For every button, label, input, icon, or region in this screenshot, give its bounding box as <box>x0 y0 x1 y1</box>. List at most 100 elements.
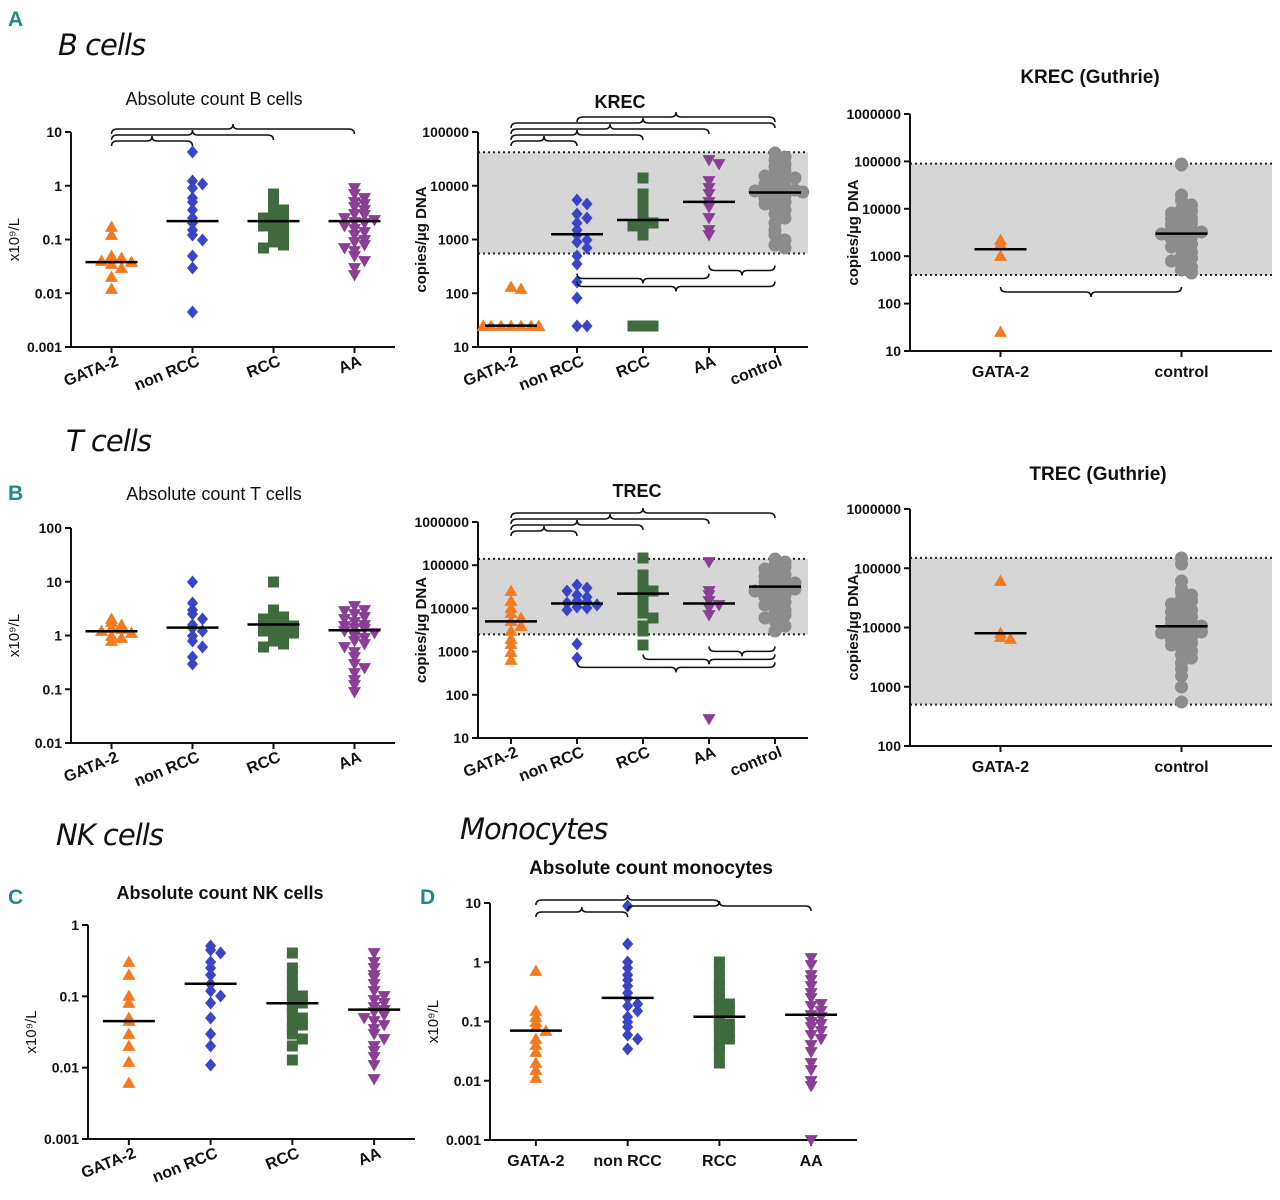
data-point <box>268 622 279 634</box>
data-point <box>122 1076 136 1088</box>
data-point <box>702 155 716 167</box>
data-point <box>1175 263 1188 277</box>
data-point <box>358 210 371 222</box>
data-point <box>581 211 593 225</box>
data-point <box>723 1018 735 1030</box>
data-point <box>768 578 782 592</box>
data-point <box>723 1005 735 1017</box>
significance-bracket <box>999 287 1183 298</box>
data-point <box>622 979 634 993</box>
y-tick-label: 10000 <box>430 178 469 194</box>
data-point <box>994 237 1007 249</box>
data-point <box>338 243 351 255</box>
data-point <box>196 233 209 247</box>
data-point <box>713 1021 725 1033</box>
y-tick-label: 10 <box>46 574 62 590</box>
data-point <box>514 619 528 631</box>
data-point <box>702 189 716 201</box>
data-point <box>348 251 361 263</box>
data-point <box>814 1034 828 1046</box>
chart-title: TREC (Guthrie) <box>1029 464 1166 485</box>
y-tick-label: 10 <box>453 730 469 746</box>
data-point <box>1195 625 1208 639</box>
data-point <box>122 955 136 967</box>
chart-krec: KREC 100000 10000 1000 100 10 copies/µg DNA GAT… <box>413 92 810 394</box>
data-point <box>258 220 269 232</box>
data-point <box>758 598 772 612</box>
data-point <box>186 305 199 319</box>
data-point <box>367 1074 381 1086</box>
x-tick-label: non RCC <box>132 353 202 395</box>
data-point <box>286 1040 298 1052</box>
data-point <box>637 552 649 564</box>
data-point <box>1185 651 1198 665</box>
data-point <box>804 975 818 987</box>
data-point <box>1175 669 1188 683</box>
data-point <box>571 207 583 221</box>
y-tick-label: 0.1 <box>43 681 63 697</box>
data-point <box>796 185 810 199</box>
data-point <box>105 220 118 232</box>
y-axis-label: x10⁹/L <box>6 218 23 261</box>
data-point <box>278 617 289 629</box>
data-point <box>348 659 361 671</box>
significance-bracket <box>110 123 356 135</box>
data-point <box>338 606 351 618</box>
data-point <box>358 639 371 651</box>
data-point <box>196 177 209 191</box>
data-point <box>377 1010 391 1022</box>
chart-t_abs: Absolute count T cells 100 10 1 0.1 0.01 x10⁹/… <box>6 484 395 790</box>
data-point <box>1165 240 1178 254</box>
y-tick-label: 100 <box>446 285 470 301</box>
data-point <box>367 1052 381 1064</box>
x-tick-label: GATA-2 <box>972 759 1029 776</box>
y-tick-label: 1000000 <box>846 106 901 122</box>
data-point <box>1155 626 1168 640</box>
data-point <box>286 1054 298 1066</box>
y-tick-label: 1 <box>71 917 79 933</box>
significance-bracket <box>708 265 776 276</box>
data-point <box>367 973 381 985</box>
data-point <box>702 230 716 242</box>
significance-bracket <box>510 129 644 141</box>
y-tick-label: 100000 <box>422 557 469 573</box>
data-point <box>186 261 199 275</box>
data-point <box>367 1046 381 1058</box>
data-point <box>778 211 792 225</box>
section-title-t-cells: T cells <box>66 424 152 458</box>
data-point <box>278 632 289 644</box>
x-tick-label: GATA-2 <box>972 364 1029 381</box>
data-point <box>637 576 649 588</box>
y-tick-label: 100000 <box>854 153 901 169</box>
data-point <box>268 229 279 241</box>
x-tick-label: non RCC <box>150 1145 220 1187</box>
data-point <box>529 1004 543 1016</box>
data-point <box>1165 638 1178 652</box>
data-point <box>647 320 659 332</box>
data-point <box>1175 695 1188 709</box>
data-point <box>591 598 603 612</box>
data-point <box>814 1006 828 1018</box>
data-point <box>196 612 209 626</box>
data-point <box>758 581 772 595</box>
y-tick-label: 1 <box>54 628 62 644</box>
data-point <box>205 968 217 982</box>
x-tick-label: control <box>728 744 785 780</box>
data-point <box>358 612 371 624</box>
data-point <box>286 994 298 1006</box>
data-point <box>122 1039 136 1051</box>
y-tick-label: 1 <box>54 178 62 194</box>
significance-bracket <box>510 135 578 147</box>
y-tick-label: 0.01 <box>35 735 62 751</box>
x-tick-label: control <box>1154 759 1208 776</box>
data-point <box>105 270 118 282</box>
y-tick-label: 10 <box>885 343 901 359</box>
data-point <box>215 946 227 960</box>
data-point <box>186 174 199 188</box>
y-axis-label: copies/µg DNA <box>413 186 430 292</box>
significance-bracket <box>110 129 275 141</box>
data-point <box>476 319 490 331</box>
reference-band <box>911 557 1272 705</box>
data-point <box>632 997 644 1011</box>
y-tick-label: 10000 <box>862 201 901 217</box>
